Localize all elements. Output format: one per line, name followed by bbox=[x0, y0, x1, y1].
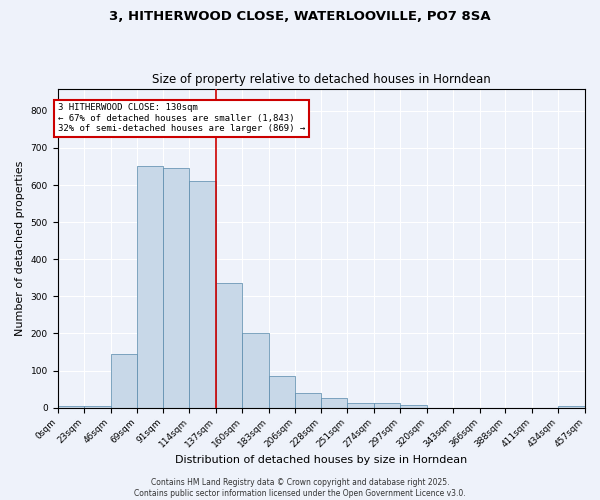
Bar bbox=[163, 168, 189, 408]
Bar bbox=[215, 284, 242, 408]
Bar bbox=[189, 182, 215, 408]
Bar bbox=[242, 334, 269, 407]
Bar bbox=[374, 403, 400, 407]
Text: 3, HITHERWOOD CLOSE, WATERLOOVILLE, PO7 8SA: 3, HITHERWOOD CLOSE, WATERLOOVILLE, PO7 … bbox=[109, 10, 491, 23]
Bar bbox=[347, 403, 374, 407]
Bar bbox=[58, 406, 84, 407]
Bar bbox=[84, 406, 110, 407]
Text: Contains HM Land Registry data © Crown copyright and database right 2025.
Contai: Contains HM Land Registry data © Crown c… bbox=[134, 478, 466, 498]
Bar bbox=[400, 404, 427, 407]
X-axis label: Distribution of detached houses by size in Horndean: Distribution of detached houses by size … bbox=[175, 455, 467, 465]
Bar bbox=[559, 406, 585, 407]
Bar bbox=[137, 166, 163, 408]
Bar bbox=[295, 393, 320, 407]
Bar bbox=[320, 398, 347, 407]
Text: 3 HITHERWOOD CLOSE: 130sqm
← 67% of detached houses are smaller (1,843)
32% of s: 3 HITHERWOOD CLOSE: 130sqm ← 67% of deta… bbox=[58, 104, 305, 133]
Bar bbox=[110, 354, 137, 408]
Bar bbox=[269, 376, 295, 408]
Title: Size of property relative to detached houses in Horndean: Size of property relative to detached ho… bbox=[152, 73, 491, 86]
Y-axis label: Number of detached properties: Number of detached properties bbox=[15, 160, 25, 336]
